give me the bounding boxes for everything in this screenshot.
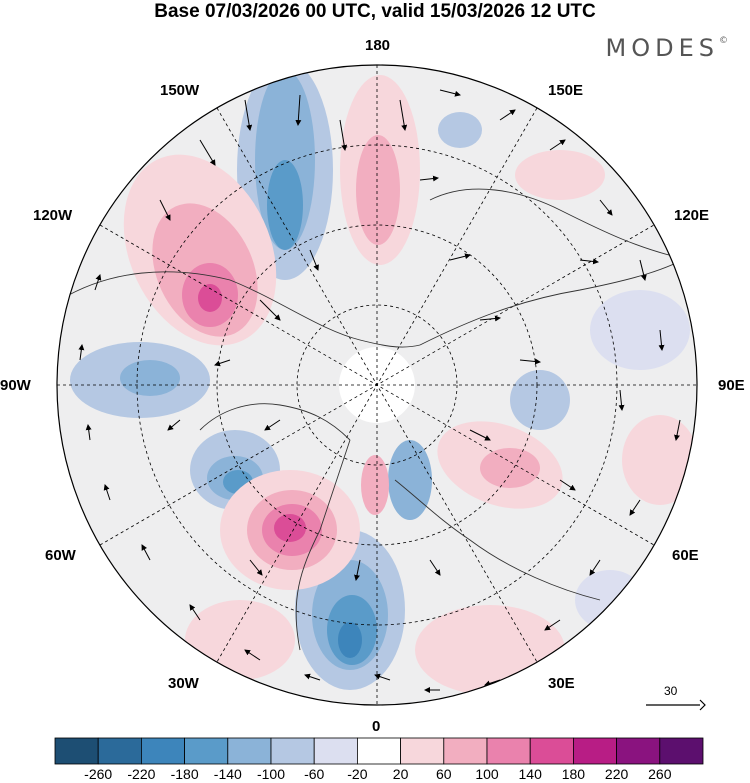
vector-scale-label: 30: [664, 684, 678, 698]
colorbar-swatch: [486, 737, 531, 765]
colorbar-tick-label: -140: [213, 766, 242, 782]
lon-label-60w: 60W: [45, 547, 76, 564]
colorbar-swatch: [443, 737, 488, 765]
graticule: [57, 65, 697, 705]
colorbar-swatch: [97, 737, 142, 765]
lon-label-150e: 150E: [548, 82, 584, 99]
colorbar-tick-label: 140: [518, 766, 542, 782]
colorbar-swatch: [227, 737, 272, 765]
colorbar: [54, 737, 704, 765]
colorbar-swatch: [54, 737, 99, 765]
colorbar-swatch: [573, 737, 618, 765]
colorbar-tick-label: 220: [604, 766, 629, 782]
lon-label-90e: 90E: [718, 377, 745, 394]
lon-label-60e: 60E: [672, 547, 699, 564]
lon-label-0: 0: [372, 718, 381, 735]
vector-scale-arrow: [646, 699, 706, 711]
coastlines: [59, 188, 697, 651]
colorbar-swatch: [270, 737, 315, 765]
colorbar-swatch: [529, 737, 574, 765]
colorbar-swatch: [313, 737, 358, 765]
modes-logo: MODES©: [605, 34, 728, 62]
anomaly-shading: [70, 65, 697, 695]
colorbar-tick-label: 60: [436, 766, 452, 782]
colorbar-swatch: [141, 737, 186, 765]
wind-vectors: [78, 89, 681, 693]
colorbar-swatch: [356, 737, 401, 765]
colorbar-swatch: [616, 737, 661, 765]
lon-label-150w: 150W: [160, 82, 200, 99]
lon-label-30w: 30W: [168, 675, 199, 692]
lon-label-90w: 90W: [0, 377, 31, 394]
colorbar-tick-label: -260: [84, 766, 113, 782]
colorbar-tick-label: -60: [304, 766, 325, 782]
colorbar-swatch: [659, 737, 704, 765]
colorbar-tick-label: 260: [648, 766, 672, 782]
colorbar-tick-label: -20: [347, 766, 368, 782]
lon-label-120e: 120E: [674, 207, 710, 224]
colorbar-swatch: [400, 737, 445, 765]
colorbar-tick-label: -180: [170, 766, 199, 782]
colorbar-tick-label: 20: [392, 766, 409, 782]
colorbar-tick-label: 180: [561, 766, 586, 782]
colorbar-tick-label: -220: [127, 766, 156, 782]
colorbar-tick-label: 100: [475, 766, 499, 782]
lon-label-180: 180: [365, 37, 391, 54]
lon-label-30e: 30E: [548, 675, 575, 692]
map-title: Base 07/03/2026 00 UTC, valid 15/03/2026…: [154, 1, 596, 22]
lon-label-120w: 120W: [33, 207, 73, 224]
colorbar-swatch: [184, 737, 229, 765]
colorbar-tick-label: -100: [256, 766, 286, 782]
map-boundary: [56, 64, 698, 706]
